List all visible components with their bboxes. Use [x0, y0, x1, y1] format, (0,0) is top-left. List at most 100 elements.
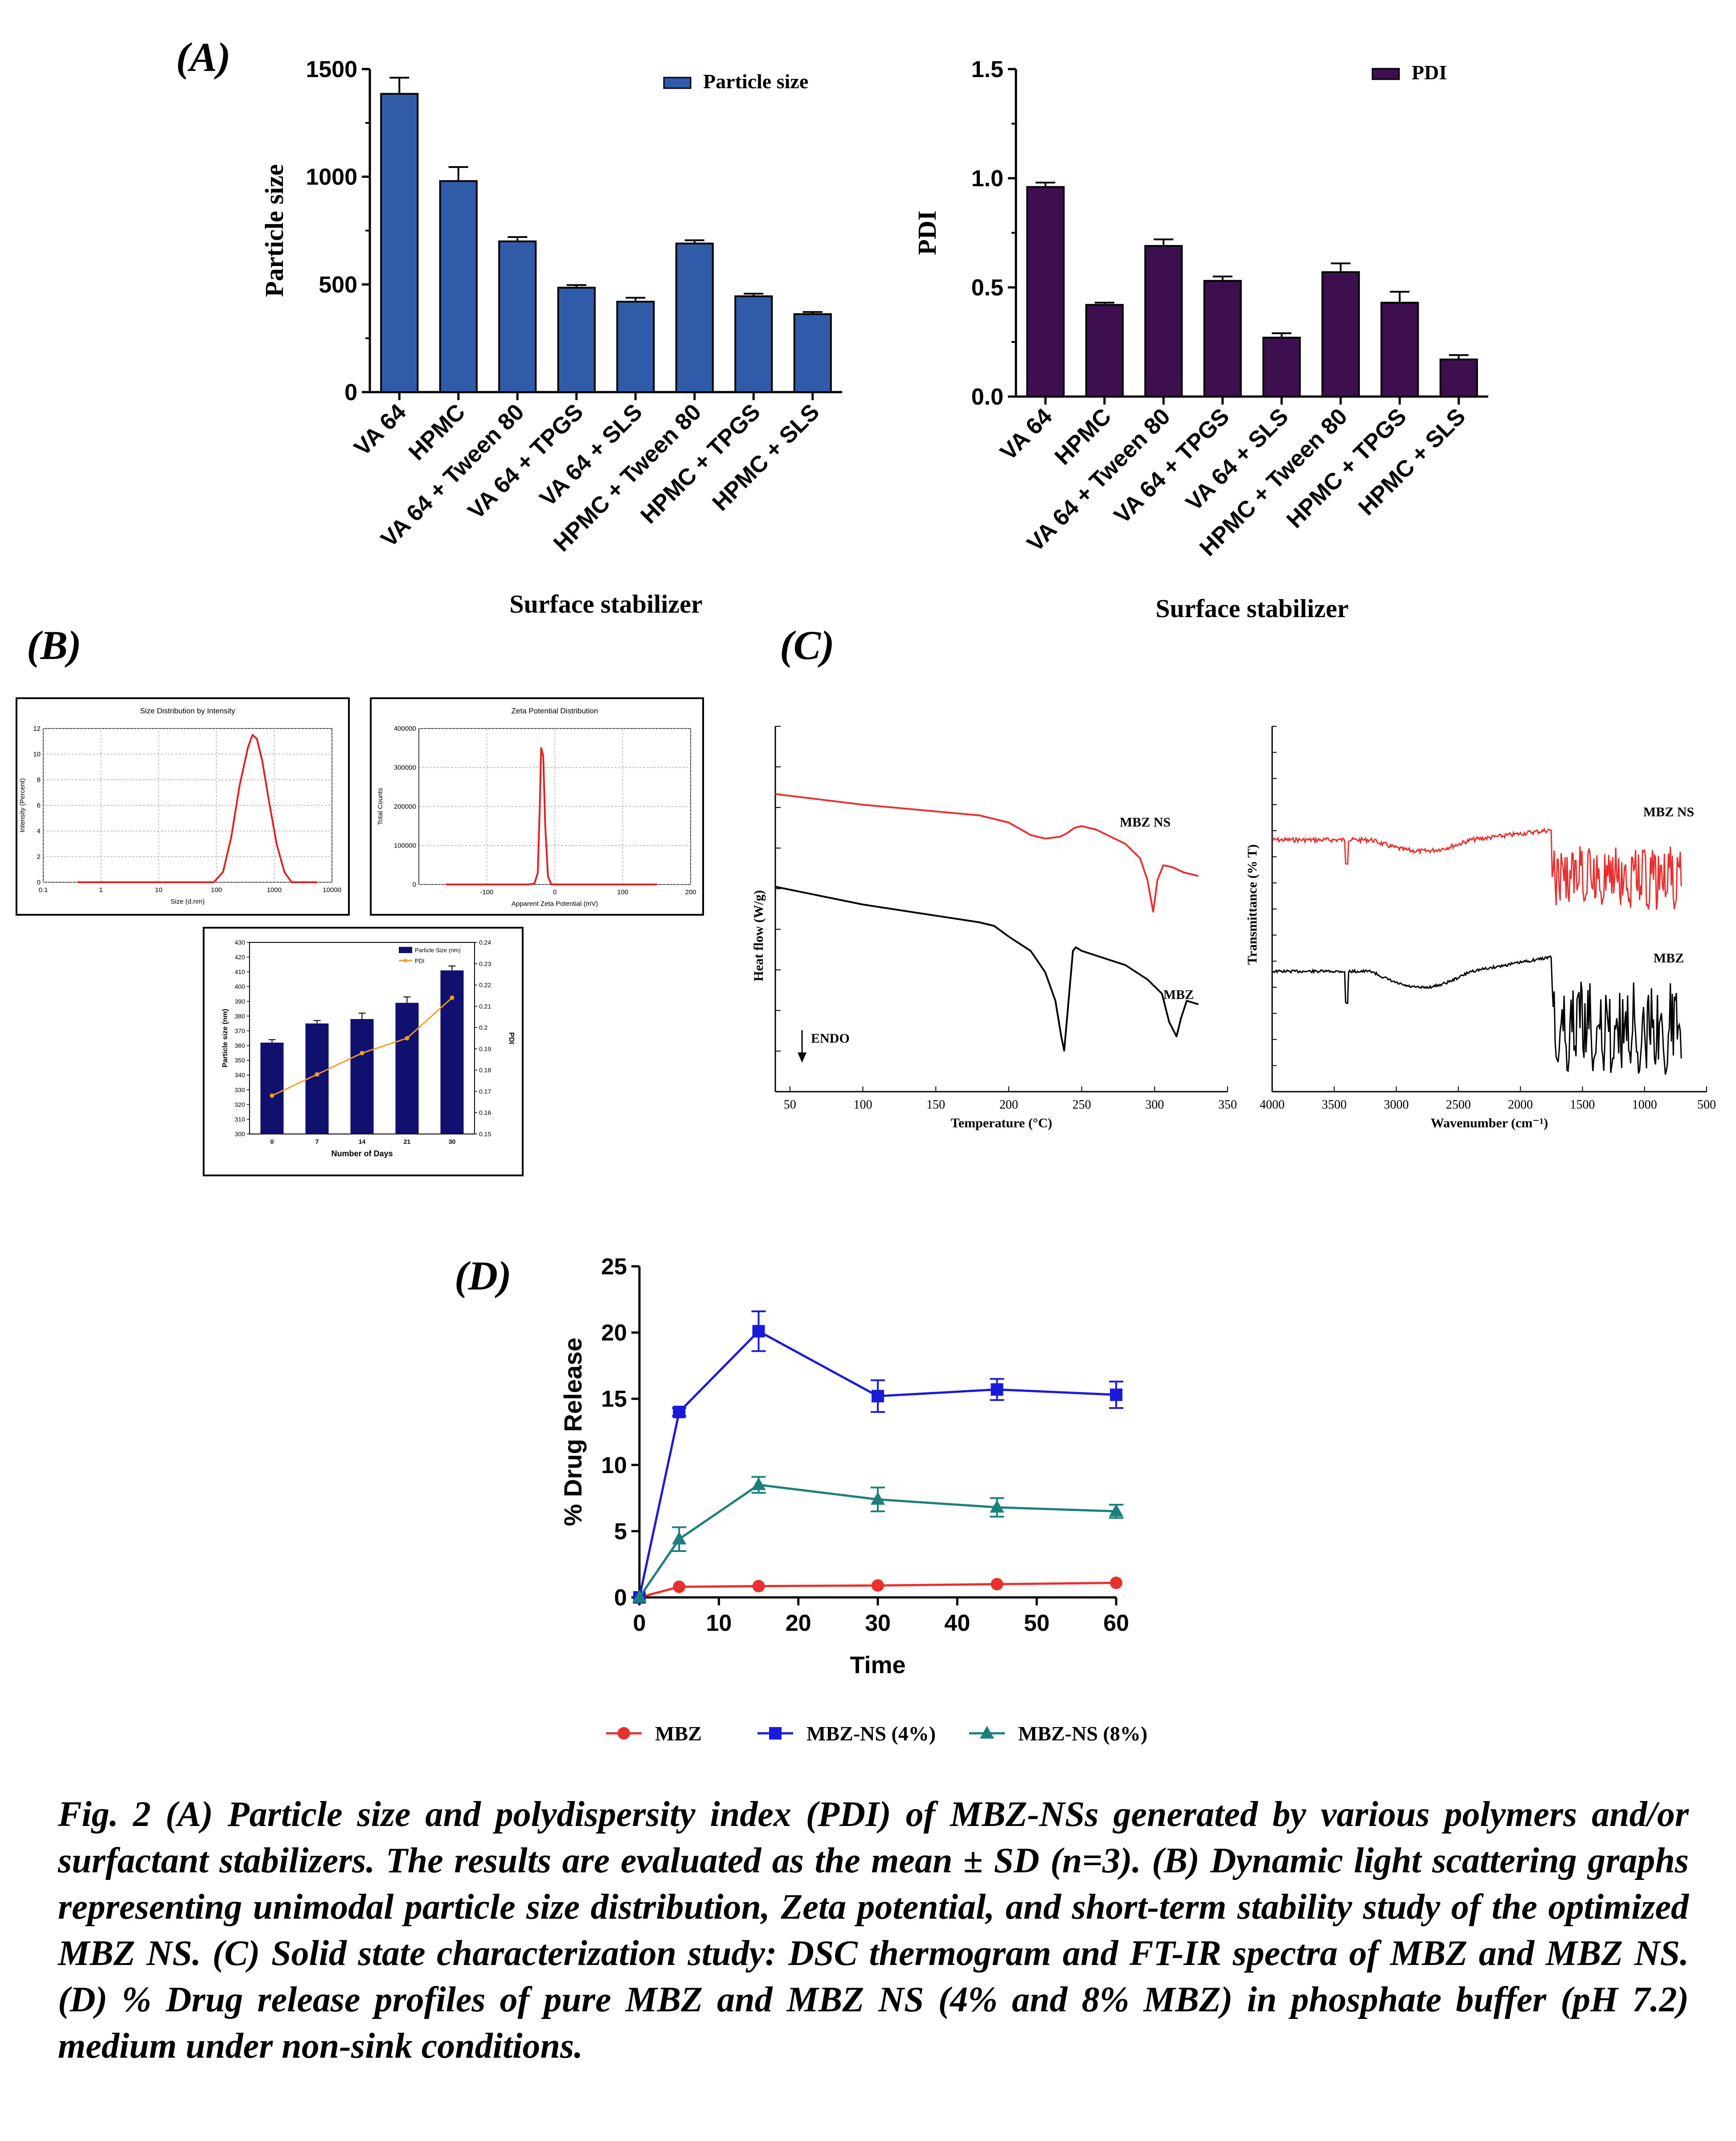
zeta-potential-chart: Zeta Potential Distribution -100 0 100 200 0 1… [370, 697, 704, 916]
bar [1439, 358, 1478, 398]
bar [557, 287, 596, 393]
distribution-line [78, 734, 317, 883]
y2-tick-label: 0.2 [479, 1024, 488, 1031]
marker-triangle [751, 1477, 766, 1490]
pdi-point [315, 1072, 319, 1077]
y-tick-label: 10 [601, 1453, 627, 1478]
x-tick-label: 21 [404, 1138, 411, 1145]
x-tick-label: 1 [99, 886, 102, 894]
marker-square [673, 1405, 686, 1418]
y-tick-label: 0 [413, 881, 416, 888]
y-tick-label: 300000 [394, 764, 416, 772]
x-tick-label: 1000 [1632, 1098, 1657, 1112]
x-tick-label: 30 [449, 1138, 456, 1145]
x-tick-label: 250 [1073, 1098, 1091, 1112]
y-axis-label: Heat flow (W/g) [751, 890, 766, 982]
x-tick-label: 10 [155, 886, 163, 894]
y-tick-label: 6 [37, 802, 41, 810]
bar [1085, 304, 1124, 398]
bar [1026, 186, 1065, 397]
y-tick-label: 350 [235, 1057, 246, 1064]
x-tick-label: 150 [926, 1098, 945, 1112]
y-tick-label: 330 [235, 1086, 246, 1093]
dsc-line [775, 886, 1199, 1052]
release-line [638, 1483, 1117, 1598]
y-tick-label: 390 [235, 998, 246, 1005]
bar [395, 1003, 419, 1134]
y-tick-label: 0 [37, 879, 41, 886]
x-tick-label: 40 [944, 1610, 970, 1636]
y-tick-label: 1.5 [971, 57, 1003, 82]
y-tick-label: 20 [601, 1320, 627, 1346]
stability-study-chart: 3003103203303403503603703803904004104204… [203, 927, 524, 1176]
dsc-line [775, 793, 1199, 913]
bar [616, 301, 655, 393]
marker-triangle [870, 1492, 885, 1505]
marker-square [752, 1325, 765, 1338]
y-axis-label: % Drug Release [559, 1338, 587, 1526]
panel-label-a: (A) [176, 34, 231, 80]
endo-annotation: ENDO [811, 1031, 850, 1046]
y-tick-label: 1000 [306, 164, 357, 190]
x-tick-label: 3000 [1384, 1098, 1409, 1112]
marker-square [991, 1383, 1003, 1396]
y2-tick-label: 0.17 [479, 1088, 491, 1095]
series-label: MBZ NS [1120, 815, 1171, 830]
x-tick-label: 10 [706, 1610, 732, 1636]
x-axis-label: Surface stabilizer [1155, 594, 1348, 623]
x-tick-label: 50 [1024, 1610, 1050, 1636]
ftir-spectra-chart: 4000 3500 3000 2500 2000 1500 1000 500 MBZ NS MBZ… [1245, 726, 1716, 1130]
y2-axis-label: PDI [508, 1032, 515, 1044]
x-tick-label: VA 64 [349, 399, 411, 461]
x-tick-label: VA 64 [995, 403, 1057, 465]
x-tick-label: 0 [553, 888, 557, 896]
legend-marker-pdi [404, 959, 407, 962]
marker-circle [991, 1578, 1003, 1591]
y-tick-label: 0 [614, 1585, 627, 1611]
legend-label: MBZ [655, 1722, 702, 1745]
y-tick-label: 300 [235, 1130, 246, 1138]
y-tick-label: 0.0 [971, 384, 1003, 410]
x-tick-label: 10000 [323, 886, 341, 894]
marker-square [872, 1390, 884, 1403]
bar [1262, 336, 1301, 398]
marker-circle [1110, 1576, 1122, 1589]
marker-square [769, 1727, 782, 1740]
x-tick-label: 50 [784, 1098, 796, 1112]
x-tick-label: 500 [1697, 1098, 1716, 1112]
legend-label: MBZ-NS (8%) [1018, 1722, 1147, 1745]
x-axis-label: Time [850, 1652, 905, 1678]
legend-swatch-size [399, 947, 412, 953]
y2-tick-label: 0.24 [479, 939, 491, 946]
marker-square [1110, 1388, 1122, 1401]
legend-label-pdi: PDI [415, 958, 425, 964]
bar [1380, 302, 1419, 397]
x-tick-label: 2500 [1446, 1098, 1471, 1112]
x-tick-label: 2000 [1508, 1098, 1533, 1112]
marker-triangle [1109, 1504, 1124, 1517]
y2-tick-label: 0.15 [479, 1130, 491, 1138]
bar [1203, 280, 1242, 397]
figure-caption: Fig. 2 (A) Particle size and polydispers… [58, 1795, 1689, 2066]
y-tick-label: 360 [235, 1042, 246, 1049]
y-tick-label: 410 [235, 968, 246, 975]
marker-triangle [990, 1500, 1004, 1513]
panel-label-b: (B) [27, 622, 82, 668]
y-tick-label: 0 [344, 380, 357, 405]
pdi-point [270, 1093, 274, 1098]
x-tick-label: VA 64 + SLS [1181, 403, 1294, 516]
y-tick-label: 310 [235, 1116, 246, 1123]
x-tick-label: 1000 [267, 886, 282, 894]
y-tick-label: 4 [37, 827, 41, 835]
y-tick-label: 0.5 [971, 275, 1003, 301]
marker-circle [752, 1580, 765, 1592]
y-tick-label: 25 [601, 1254, 627, 1280]
legend-label: PDI [1412, 61, 1447, 84]
marker-circle [618, 1727, 630, 1740]
y2-tick-label: 0.23 [479, 960, 491, 967]
y-tick-label: 400000 [394, 725, 416, 733]
x-tick-label: -100 [480, 888, 493, 896]
y-tick-label: 400 [235, 983, 246, 990]
x-tick-label: 1500 [1570, 1098, 1595, 1112]
